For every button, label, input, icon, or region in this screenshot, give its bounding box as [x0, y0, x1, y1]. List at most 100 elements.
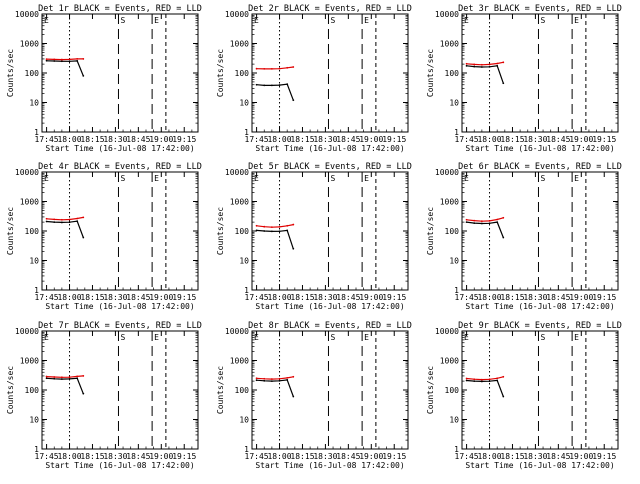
- data-point-black: [502, 236, 505, 239]
- x-tick-label: 19:00: [569, 293, 593, 302]
- data-point-red: [278, 225, 281, 228]
- data-point-red: [480, 378, 483, 381]
- y-axis-label: Counts/sec: [6, 366, 15, 414]
- y-tick-label: 10000: [225, 327, 249, 336]
- event-marker-label: E: [574, 174, 579, 183]
- y-tick-label: 100: [25, 69, 40, 78]
- x-tick-label: 19:00: [359, 452, 383, 461]
- x-tick-label: 18:00: [477, 452, 501, 461]
- y-tick-label: 1000: [20, 198, 39, 207]
- series-line-red: [256, 66, 294, 70]
- series-line-black: [256, 379, 294, 397]
- data-point-black: [53, 221, 56, 224]
- data-point-red: [502, 375, 505, 378]
- series-line-red: [256, 376, 294, 380]
- data-point-black: [465, 64, 468, 67]
- data-point-black: [60, 60, 63, 63]
- data-point-red: [278, 67, 281, 70]
- x-tick-label: 18:00: [57, 452, 81, 461]
- y-tick-label: 1: [34, 128, 39, 137]
- x-tick-label: 19:00: [149, 293, 173, 302]
- event-marker-label: E: [254, 333, 259, 342]
- chart-title: Det 5r BLACK = Events, RED = LLD: [248, 162, 412, 172]
- data-point-black: [480, 222, 483, 225]
- y-tick-label: 10: [239, 99, 249, 108]
- x-axis-label: Start Time (16-Jul-08 17:42:00): [465, 144, 614, 153]
- data-point-red: [68, 58, 71, 61]
- chart-title: Det 9r BLACK = Events, RED = LLD: [458, 321, 622, 331]
- plot-frame: [461, 13, 619, 133]
- chart-title: Det 1r BLACK = Events, RED = LLD: [38, 4, 202, 14]
- x-tick-label: 19:15: [382, 135, 406, 144]
- y-tick-label: 1: [244, 128, 249, 137]
- data-point-red: [68, 376, 71, 379]
- data-point-black: [53, 377, 56, 380]
- y-tick-label: 10: [449, 257, 459, 266]
- x-tick-label: 19:15: [172, 452, 196, 461]
- x-tick-label: 19:00: [359, 135, 383, 144]
- data-point-red: [76, 58, 79, 60]
- y-tick-label: 10000: [225, 168, 249, 177]
- chart-title: Det 3r BLACK = Events, RED = LLD: [458, 4, 622, 14]
- x-tick-label: 18:30: [313, 135, 337, 144]
- data-point-black: [502, 395, 505, 398]
- y-tick-label: 100: [235, 69, 250, 78]
- y-tick-label: 1: [244, 445, 249, 454]
- y-tick-label: 1000: [440, 198, 459, 207]
- y-tick-label: 1: [244, 286, 249, 295]
- y-axis-label: Counts/sec: [216, 49, 225, 97]
- data-point-black: [60, 221, 63, 224]
- y-tick-label: 100: [235, 386, 250, 395]
- data-point-red: [292, 375, 295, 378]
- series-line-black: [466, 65, 504, 84]
- x-tick-label: 18:15: [500, 293, 524, 302]
- event-marker-label: S: [540, 16, 545, 25]
- data-point-black: [68, 221, 71, 224]
- data-point-red: [68, 218, 71, 221]
- x-tick-label: 19:15: [172, 293, 196, 302]
- data-point-black: [473, 380, 476, 383]
- data-point-black: [286, 229, 289, 232]
- event-marker-label: S: [540, 174, 545, 183]
- detector-chart-2: Det 2r BLACK = Events, RED = LLD 1 10 100 10…: [216, 4, 412, 153]
- x-axis-label: Start Time (16-Jul-08 17:42:00): [45, 302, 194, 311]
- data-point-red: [263, 225, 266, 228]
- data-point-red: [76, 375, 79, 378]
- y-tick-label: 1000: [20, 40, 39, 49]
- data-point-red: [255, 224, 258, 227]
- y-tick-label: 1000: [230, 198, 249, 207]
- event-marker-label: E: [44, 174, 49, 183]
- event-marker-label: S: [120, 333, 125, 342]
- x-tick-label: 18:00: [267, 135, 291, 144]
- data-point-black: [465, 379, 468, 382]
- x-tick-label: 19:00: [569, 452, 593, 461]
- y-tick-label: 100: [445, 69, 460, 78]
- x-tick-label: 18:45: [336, 293, 360, 302]
- data-point-black: [278, 379, 281, 382]
- y-axis-label: Counts/sec: [216, 207, 225, 255]
- x-tick-label: 18:00: [477, 293, 501, 302]
- data-point-red: [286, 376, 289, 379]
- data-point-black: [270, 380, 273, 383]
- x-tick-label: 18:30: [313, 293, 337, 302]
- series-line-black: [256, 83, 294, 101]
- y-tick-label: 100: [235, 227, 250, 236]
- x-tick-label: 18:15: [80, 135, 104, 144]
- data-point-red: [480, 220, 483, 223]
- data-point-black: [263, 230, 266, 232]
- event-marker-label: S: [330, 174, 335, 183]
- x-axis-label: Start Time (16-Jul-08 17:42:00): [255, 461, 404, 470]
- data-point-black: [68, 60, 71, 63]
- data-point-red: [53, 376, 56, 378]
- y-tick-label: 10: [239, 416, 249, 425]
- y-tick-label: 10000: [15, 168, 39, 177]
- detector-chart-7: Det 7r BLACK = Events, RED = LLD 1 10 100 10…: [6, 321, 202, 470]
- y-tick-label: 10: [239, 257, 249, 266]
- y-tick-label: 1: [454, 445, 459, 454]
- data-point-red: [255, 377, 258, 380]
- x-tick-label: 18:15: [80, 293, 104, 302]
- chart-title: Det 4r BLACK = Events, RED = LLD: [38, 162, 202, 172]
- data-point-black: [473, 222, 476, 225]
- x-tick-label: 19:00: [359, 293, 383, 302]
